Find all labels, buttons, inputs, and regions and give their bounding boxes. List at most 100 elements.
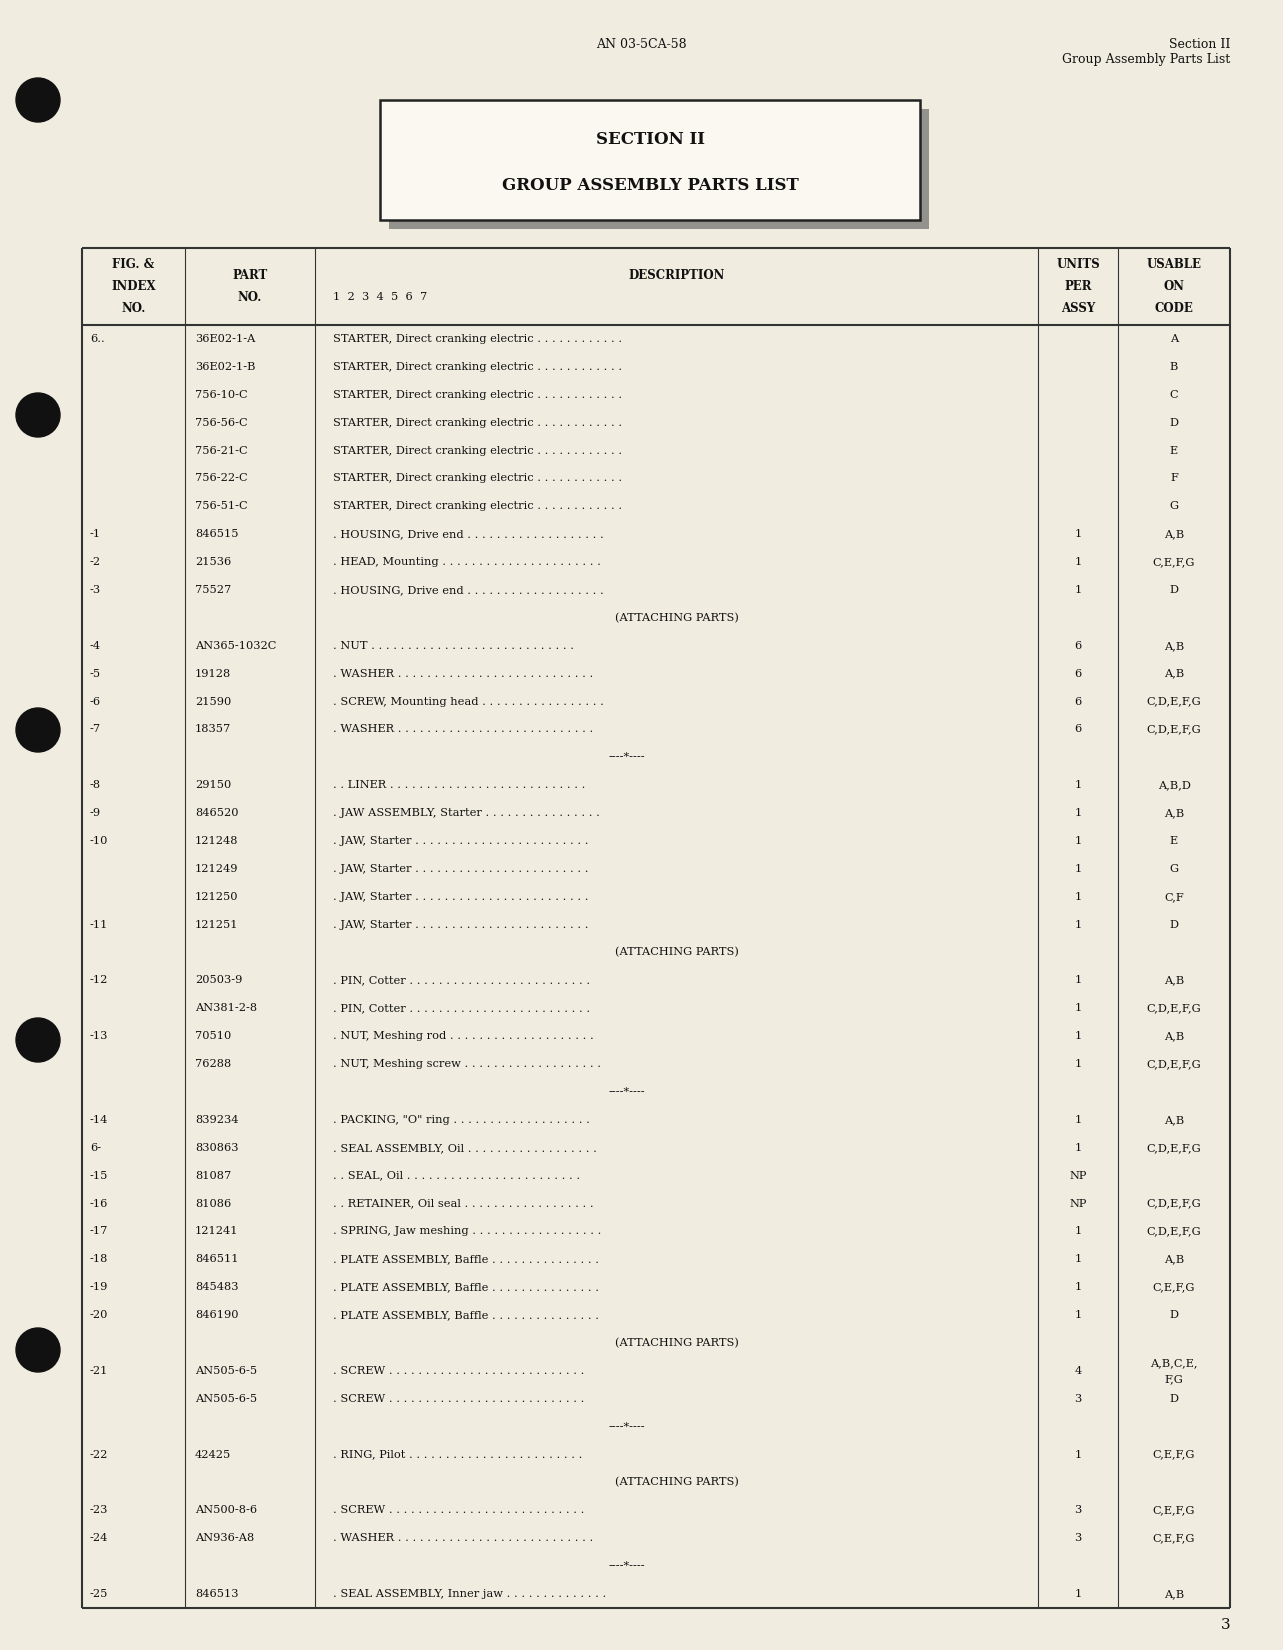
- Text: -10: -10: [90, 837, 108, 846]
- Text: -9: -9: [90, 808, 101, 818]
- Text: -16: -16: [90, 1198, 108, 1208]
- Text: . SPRING, Jaw meshing . . . . . . . . . . . . . . . . . .: . SPRING, Jaw meshing . . . . . . . . . …: [334, 1226, 602, 1236]
- Text: 846190: 846190: [195, 1310, 239, 1320]
- Text: 1: 1: [1074, 975, 1082, 985]
- Text: -11: -11: [90, 919, 108, 929]
- Text: USABLE: USABLE: [1147, 257, 1201, 271]
- Text: NP: NP: [1069, 1172, 1087, 1181]
- Text: 1: 1: [1074, 1031, 1082, 1041]
- Text: 121249: 121249: [195, 865, 239, 874]
- Text: AN381-2-8: AN381-2-8: [195, 1003, 257, 1013]
- Text: . SCREW, Mounting head . . . . . . . . . . . . . . . . .: . SCREW, Mounting head . . . . . . . . .…: [334, 696, 604, 706]
- Text: . WASHER . . . . . . . . . . . . . . . . . . . . . . . . . . .: . WASHER . . . . . . . . . . . . . . . .…: [334, 724, 593, 734]
- Text: C,D,E,F,G: C,D,E,F,G: [1147, 1059, 1201, 1069]
- Text: 21536: 21536: [195, 558, 231, 568]
- Text: F: F: [1170, 474, 1178, 483]
- Text: -4: -4: [90, 640, 101, 650]
- Text: 845483: 845483: [195, 1282, 239, 1292]
- Text: STARTER, Direct cranking electric . . . . . . . . . . . .: STARTER, Direct cranking electric . . . …: [334, 333, 622, 343]
- Text: 1: 1: [1074, 865, 1082, 874]
- FancyBboxPatch shape: [389, 109, 929, 229]
- Text: A,B: A,B: [1164, 1589, 1184, 1599]
- Text: (ATTACHING PARTS): (ATTACHING PARTS): [615, 947, 739, 957]
- Text: FIG. &: FIG. &: [113, 257, 155, 271]
- Text: . PACKING, "O" ring . . . . . . . . . . . . . . . . . . .: . PACKING, "O" ring . . . . . . . . . . …: [334, 1115, 590, 1125]
- Text: . PIN, Cotter . . . . . . . . . . . . . . . . . . . . . . . . .: . PIN, Cotter . . . . . . . . . . . . . …: [334, 1003, 590, 1013]
- Text: AN505-6-5: AN505-6-5: [195, 1394, 257, 1404]
- Text: (ATTACHING PARTS): (ATTACHING PARTS): [615, 1477, 739, 1488]
- Text: -5: -5: [90, 668, 101, 678]
- Text: 81087: 81087: [195, 1172, 231, 1181]
- Text: 1: 1: [1074, 1254, 1082, 1264]
- Text: C: C: [1170, 389, 1178, 399]
- Text: -22: -22: [90, 1450, 108, 1460]
- Text: A: A: [1170, 333, 1178, 343]
- Text: 756-51-C: 756-51-C: [195, 502, 248, 512]
- Text: -24: -24: [90, 1533, 108, 1543]
- Text: -19: -19: [90, 1282, 108, 1292]
- Text: 1: 1: [1074, 1589, 1082, 1599]
- Text: 3: 3: [1074, 1394, 1082, 1404]
- Text: SECTION II: SECTION II: [595, 132, 704, 148]
- Text: . WASHER . . . . . . . . . . . . . . . . . . . . . . . . . . .: . WASHER . . . . . . . . . . . . . . . .…: [334, 1533, 593, 1543]
- Text: . SEAL ASSEMBLY, Inner jaw . . . . . . . . . . . . . .: . SEAL ASSEMBLY, Inner jaw . . . . . . .…: [334, 1589, 607, 1599]
- Text: PART: PART: [232, 269, 268, 282]
- Text: 6: 6: [1074, 668, 1082, 678]
- Text: -7: -7: [90, 724, 101, 734]
- Text: AN505-6-5: AN505-6-5: [195, 1366, 257, 1376]
- Text: 121251: 121251: [195, 919, 239, 929]
- Text: 81086: 81086: [195, 1198, 231, 1208]
- Text: 18357: 18357: [195, 724, 231, 734]
- Text: . PIN, Cotter . . . . . . . . . . . . . . . . . . . . . . . . .: . PIN, Cotter . . . . . . . . . . . . . …: [334, 975, 590, 985]
- Text: Group Assembly Parts List: Group Assembly Parts List: [1062, 53, 1230, 66]
- Text: ----*----: ----*----: [608, 752, 645, 762]
- Text: -6: -6: [90, 696, 101, 706]
- Text: 1: 1: [1074, 1310, 1082, 1320]
- Text: 3: 3: [1220, 1619, 1230, 1632]
- Text: -15: -15: [90, 1172, 108, 1181]
- Text: 19128: 19128: [195, 668, 231, 678]
- Text: ----*----: ----*----: [608, 1422, 645, 1432]
- Text: ON: ON: [1164, 280, 1184, 294]
- Text: D: D: [1170, 1394, 1179, 1404]
- Text: -13: -13: [90, 1031, 108, 1041]
- Text: 29150: 29150: [195, 780, 231, 790]
- Text: C,E,F,G: C,E,F,G: [1152, 1505, 1196, 1515]
- Text: -20: -20: [90, 1310, 108, 1320]
- Text: E: E: [1170, 837, 1178, 846]
- Text: ASSY: ASSY: [1061, 302, 1096, 315]
- Text: 846515: 846515: [195, 530, 239, 540]
- Text: 830863: 830863: [195, 1143, 239, 1153]
- Text: STARTER, Direct cranking electric . . . . . . . . . . . .: STARTER, Direct cranking electric . . . …: [334, 474, 622, 483]
- Text: . NUT, Meshing rod . . . . . . . . . . . . . . . . . . . .: . NUT, Meshing rod . . . . . . . . . . .…: [334, 1031, 594, 1041]
- Text: 1: 1: [1074, 891, 1082, 903]
- Text: 839234: 839234: [195, 1115, 239, 1125]
- Text: E: E: [1170, 446, 1178, 455]
- Text: 1: 1: [1074, 1059, 1082, 1069]
- Text: . HOUSING, Drive end . . . . . . . . . . . . . . . . . . .: . HOUSING, Drive end . . . . . . . . . .…: [334, 530, 604, 540]
- Text: 121250: 121250: [195, 891, 239, 903]
- Text: 846520: 846520: [195, 808, 239, 818]
- Text: 1: 1: [1074, 837, 1082, 846]
- Text: . PLATE ASSEMBLY, Baffle . . . . . . . . . . . . . . .: . PLATE ASSEMBLY, Baffle . . . . . . . .…: [334, 1310, 599, 1320]
- Text: 36E02-1-B: 36E02-1-B: [195, 361, 255, 371]
- Text: 36E02-1-A: 36E02-1-A: [195, 333, 255, 343]
- Text: . JAW ASSEMBLY, Starter . . . . . . . . . . . . . . . .: . JAW ASSEMBLY, Starter . . . . . . . . …: [334, 808, 600, 818]
- Text: . JAW, Starter . . . . . . . . . . . . . . . . . . . . . . . .: . JAW, Starter . . . . . . . . . . . . .…: [334, 865, 589, 874]
- Text: C,E,F,G: C,E,F,G: [1152, 1450, 1196, 1460]
- Text: . SCREW . . . . . . . . . . . . . . . . . . . . . . . . . . .: . SCREW . . . . . . . . . . . . . . . . …: [334, 1394, 584, 1404]
- Text: 121241: 121241: [195, 1226, 239, 1236]
- Text: PER: PER: [1065, 280, 1092, 294]
- Text: STARTER, Direct cranking electric . . . . . . . . . . . .: STARTER, Direct cranking electric . . . …: [334, 446, 622, 455]
- Text: A,B,D: A,B,D: [1157, 780, 1191, 790]
- Text: . . RETAINER, Oil seal . . . . . . . . . . . . . . . . . .: . . RETAINER, Oil seal . . . . . . . . .…: [334, 1198, 594, 1208]
- Text: NP: NP: [1069, 1198, 1087, 1208]
- Text: 75527: 75527: [195, 586, 231, 596]
- Text: 1: 1: [1074, 1143, 1082, 1153]
- Circle shape: [15, 78, 60, 122]
- Text: 6: 6: [1074, 696, 1082, 706]
- Text: A,B: A,B: [1164, 640, 1184, 650]
- Text: C,F: C,F: [1164, 891, 1184, 903]
- Text: G: G: [1169, 502, 1179, 512]
- Text: 6..: 6..: [90, 333, 105, 343]
